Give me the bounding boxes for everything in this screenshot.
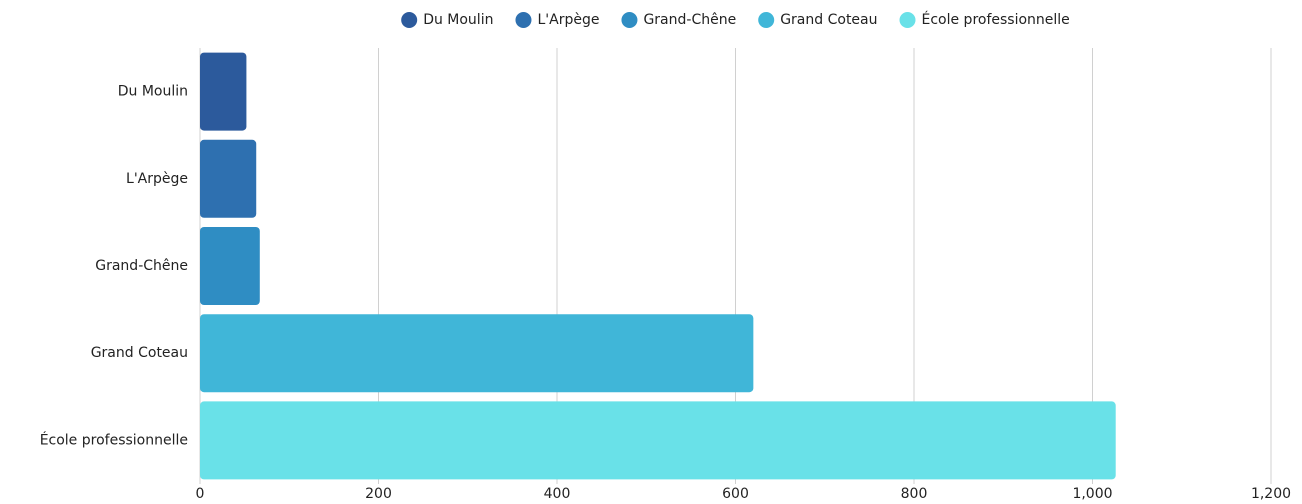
y-tick-label: Grand-Chêne [95,258,188,274]
legend-label: Grand Coteau [780,12,877,28]
x-tick-label: 600 [722,486,749,502]
x-tick-label: 800 [901,486,928,502]
y-tick-label: L'Arpège [126,171,188,187]
legend-marker [621,12,638,28]
bar [200,314,754,393]
x-tick-label: 0 [196,486,205,502]
legend: Du Moulin L'Arpège Grand-Chêne Grand Coteau… [401,11,1070,28]
x-tick-label: 1,200 [1251,486,1291,502]
bar [200,52,247,131]
bar [200,401,1116,480]
bar [200,227,260,305]
bar [200,139,257,218]
legend-label: Du Moulin [423,12,493,28]
x-tick-label: 200 [365,486,392,502]
legend-marker [515,12,532,28]
legend-label: L'Arpège [537,12,599,28]
y-tick-label: Grand Coteau [91,345,188,361]
x-tick-label: 400 [544,486,571,502]
x-tick-label: 1,000 [1072,486,1112,502]
legend-marker [899,12,916,28]
legend-label: Grand-Chêne [643,12,736,28]
y-tick-label: Du Moulin [118,84,188,100]
legend-label: École professionnelle [922,11,1070,28]
legend-marker [401,12,418,28]
legend-marker [758,12,775,28]
y-tick-label: École professionnelle [40,431,188,448]
